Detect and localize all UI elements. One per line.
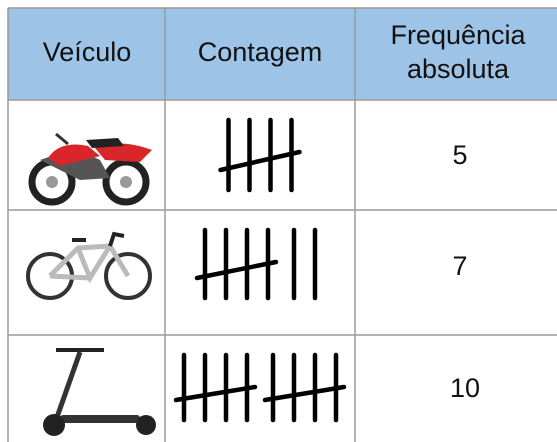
tally-cross [218,149,302,173]
frequency-cell: 7 [452,251,467,281]
tally-cross [262,384,347,403]
tally-marks [194,227,318,301]
header-cell: Veículo [43,37,132,67]
bicycle-icon [26,231,152,300]
motorcycle-icon [28,132,152,206]
frequency-cell: 10 [450,373,480,403]
scooter-icon [43,348,156,436]
header-cell: Frequência absoluta [390,20,526,84]
header-background [8,8,557,100]
tally-marks [173,352,347,423]
header-cell: Contagem [198,37,323,67]
tally-marks [218,117,302,193]
frequency-cell: 5 [452,140,467,170]
table-grid [7,7,557,442]
tally-cross [194,259,279,281]
tally-cross [173,384,258,403]
